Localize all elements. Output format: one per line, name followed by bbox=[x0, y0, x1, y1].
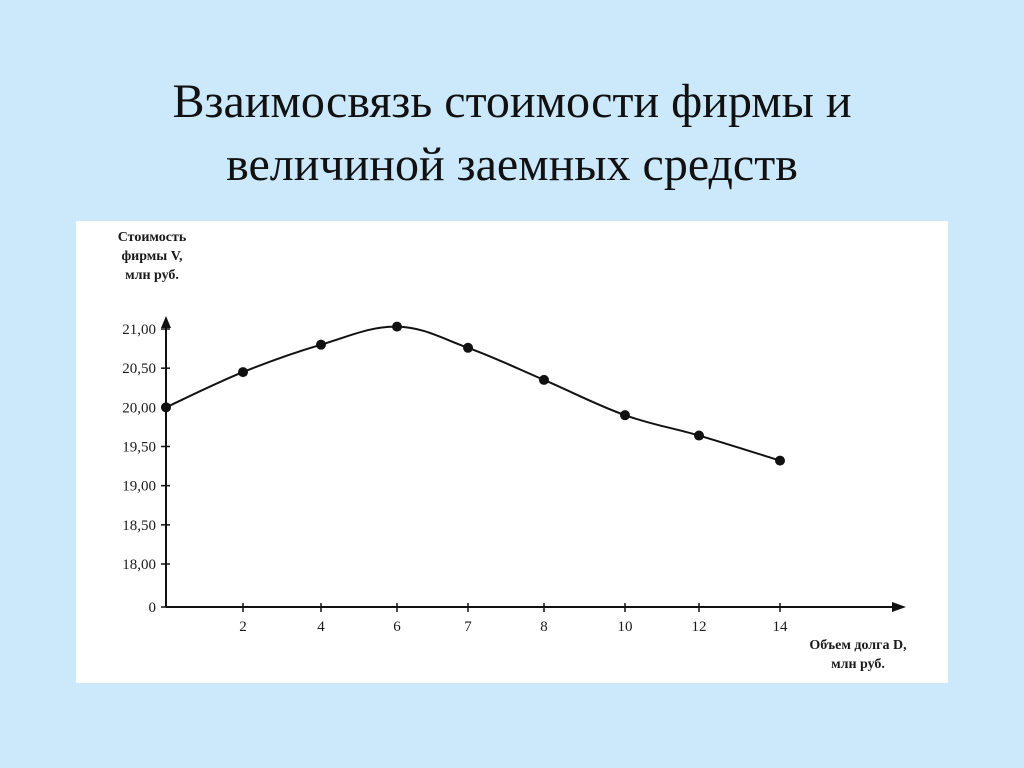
y-tick-label: 18,00 bbox=[122, 557, 156, 573]
x-tick-label: 8 bbox=[540, 619, 548, 635]
y-tick-label: 0 bbox=[149, 600, 157, 616]
slide-title: Взаимосвязь стоимости фирмы и величиной … bbox=[0, 70, 1024, 196]
series bbox=[161, 321, 785, 466]
data-point bbox=[161, 402, 171, 413]
y-tick-label: 19,00 bbox=[122, 479, 156, 495]
y-tick-label: 18,50 bbox=[122, 518, 156, 534]
x-axis-label: Объем долга D, млн руб. bbox=[809, 638, 906, 672]
data-point bbox=[463, 342, 473, 353]
data-point bbox=[539, 374, 549, 385]
y-axis-label-line: фирмы V, bbox=[121, 249, 182, 264]
x-tick-label: 2 bbox=[239, 619, 247, 635]
y-ticks: 21,00 20,50 20,00 19,50 19,00 18,50 18,00 0 bbox=[122, 322, 170, 616]
y-tick-label: 19,50 bbox=[122, 440, 156, 456]
data-point bbox=[316, 339, 326, 350]
x-tick-label: 4 bbox=[317, 619, 325, 635]
x-tick-label: 10 bbox=[618, 619, 633, 635]
x-axis-arrow bbox=[892, 602, 906, 612]
chart-panel: Стоимость фирмы V, млн руб. Объем долга D,… bbox=[76, 221, 948, 683]
x-axis-label-line: млн руб. bbox=[831, 657, 885, 672]
data-point bbox=[620, 410, 630, 421]
axes bbox=[161, 316, 906, 612]
slide-title-line-1: Взаимосвязь стоимости фирмы и bbox=[172, 75, 852, 128]
x-axis-label-line: Объем долга D, bbox=[809, 638, 906, 653]
data-point bbox=[775, 455, 785, 466]
line-chart: Стоимость фирмы V, млн руб. Объем долга D,… bbox=[118, 230, 907, 672]
x-tick-label: 14 bbox=[773, 619, 789, 635]
x-tick-label: 6 bbox=[393, 619, 401, 635]
x-tick-label: 12 bbox=[692, 619, 707, 635]
data-point bbox=[238, 367, 248, 378]
slide-title-line-2: величиной заемных средств bbox=[226, 138, 798, 191]
y-tick-label: 20,50 bbox=[122, 361, 156, 377]
y-tick-label: 20,00 bbox=[122, 400, 156, 416]
y-axis-arrow bbox=[161, 316, 171, 328]
y-tick-label: 21,00 bbox=[122, 322, 156, 338]
data-point bbox=[694, 430, 704, 441]
y-axis-label: Стоимость фирмы V, млн руб. bbox=[118, 230, 187, 283]
x-tick-label: 7 bbox=[464, 619, 472, 635]
x-ticks: 2 4 6 7 8 10 12 14 bbox=[239, 603, 788, 635]
y-axis-label-line: млн руб. bbox=[125, 268, 179, 283]
data-point bbox=[392, 321, 402, 332]
series-line bbox=[165, 325, 781, 462]
y-axis-label-line: Стоимость bbox=[118, 230, 187, 245]
